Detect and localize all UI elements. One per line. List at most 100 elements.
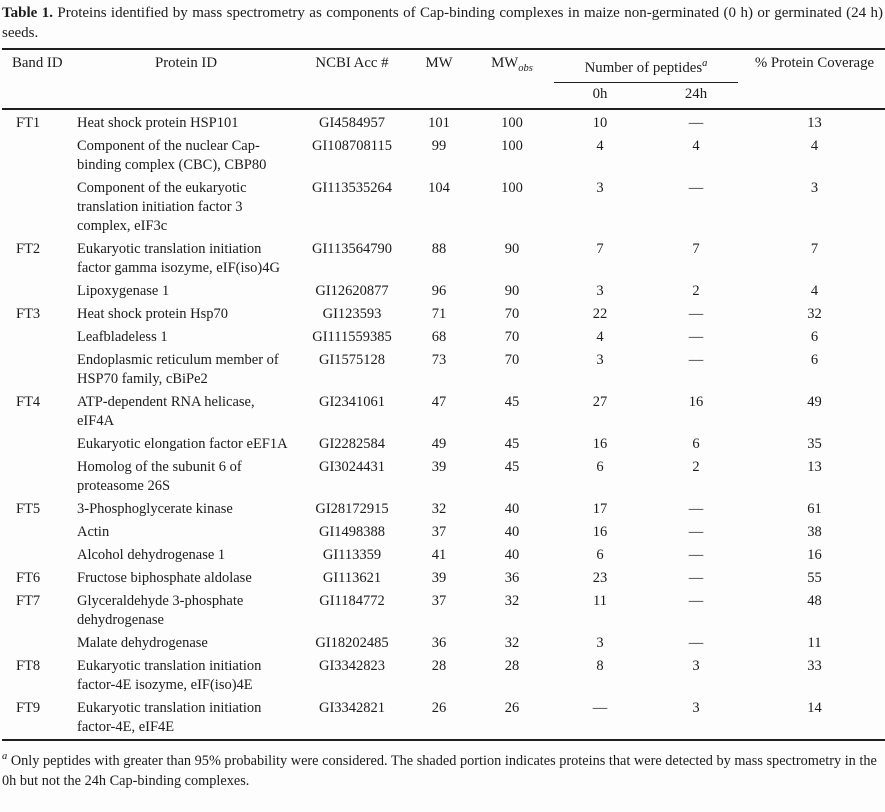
cell-peptides-0h: 6 <box>596 458 604 475</box>
cell-protein-id: Eukaryotic translation initiation factor… <box>77 240 280 276</box>
table-row: Alcohol dehydrogenase 1 GI113359 41 40 6… <box>2 544 885 567</box>
footnote-marker: a <box>2 750 8 762</box>
table-row: FT9 Eukaryotic translation initiation fa… <box>2 697 885 740</box>
cell-mw: 49 <box>431 435 447 452</box>
cell-peptides-24h: — <box>688 592 704 609</box>
cell-protein-id: Eukaryotic translation initiation factor… <box>77 657 262 693</box>
table-row: FT1 Heat shock protein HSP101 GI4584957 … <box>2 109 885 135</box>
cell-ncbi-acc: GI1575128 <box>318 351 386 368</box>
cell-protein-coverage: 4 <box>810 137 819 154</box>
table-row: FT5 3-Phosphoglycerate kinase GI28172915… <box>2 498 885 521</box>
cell-protein-id: Endoplasmic reticulum member of HSP70 fa… <box>77 351 279 387</box>
cell-mw-obs: 100 <box>501 137 523 154</box>
cell-peptides-0h: 4 <box>596 328 604 345</box>
cell-protein-coverage: 7 <box>810 240 819 257</box>
cell-protein-coverage: 11 <box>807 634 822 651</box>
cell-protein-coverage: 55 <box>807 569 822 586</box>
table-row: Actin GI1498388 37 40 16 — 38 <box>2 521 885 544</box>
cell-mw-obs: 70 <box>504 351 520 368</box>
cell-band-id <box>2 433 72 456</box>
cell-peptides-24h: — <box>688 634 704 651</box>
cell-peptides-24h: 16 <box>688 393 704 410</box>
cell-peptides-24h: 2 <box>692 458 700 475</box>
cell-ncbi-acc: GI113359 <box>322 546 382 563</box>
cell-peptides-0h: 16 <box>592 523 608 540</box>
cell-peptides-24h: 7 <box>692 240 700 257</box>
cell-band-id <box>2 456 72 498</box>
cell-mw-obs: 45 <box>504 393 520 410</box>
cell-band-id <box>2 544 72 567</box>
cell-peptides-0h: 6 <box>596 546 604 563</box>
cell-ncbi-acc: GI111559385 <box>312 328 392 345</box>
cell-mw-obs: 32 <box>504 634 520 651</box>
cell-peptides-24h: — <box>688 569 704 586</box>
cell-ncbi-acc: GI1184772 <box>319 592 385 609</box>
cell-band-id: FT8 <box>16 657 41 674</box>
table-row: FT4 ATP-dependent RNA helicase, eIF4A GI… <box>2 391 885 433</box>
cell-band-id: FT3 <box>16 305 41 322</box>
cell-ncbi-acc: GI3024431 <box>318 458 386 475</box>
cell-peptides-0h: 22 <box>592 305 608 322</box>
cell-protein-coverage: 38 <box>807 523 822 540</box>
table-row: Malate dehydrogenase GI18202485 36 32 3 … <box>2 632 885 655</box>
cell-protein-coverage: 3 <box>810 179 819 196</box>
col-header-24h: 24h <box>684 85 708 102</box>
cell-band-id: FT7 <box>16 592 41 609</box>
cell-mw-obs: 40 <box>504 523 520 540</box>
cell-mw-obs: 100 <box>501 179 523 196</box>
cell-mw-obs: 36 <box>504 569 520 586</box>
cell-protein-id: Lipoxygenase 1 <box>77 282 170 299</box>
cell-band-id <box>2 349 72 391</box>
cell-ncbi-acc: GI28172915 <box>315 500 389 517</box>
cell-ncbi-acc: GI3342821 <box>318 699 386 716</box>
cell-protein-id: Homolog of the subunit 6 of proteasome 2… <box>77 458 242 494</box>
cell-protein-id: Glyceraldehyde 3-phosphate dehydrogenase <box>77 592 244 628</box>
cell-band-id <box>2 280 72 303</box>
cell-ncbi-acc: GI113535264 <box>311 179 392 196</box>
cell-mw-obs: 90 <box>504 240 520 257</box>
cell-mw: 32 <box>431 500 447 517</box>
cell-protein-id: Actin <box>77 523 110 540</box>
cell-mw: 101 <box>428 114 450 131</box>
table-row: Endoplasmic reticulum member of HSP70 fa… <box>2 349 885 391</box>
cell-peptides-0h: 3 <box>596 634 604 651</box>
cell-peptides-24h: — <box>688 351 704 368</box>
cell-ncbi-acc: GI123593 <box>322 305 382 322</box>
col-header-number-of-peptides: Number of peptidesa <box>550 49 742 83</box>
cell-peptides-0h: 17 <box>592 500 608 517</box>
table-body: FT1 Heat shock protein HSP101 GI4584957 … <box>2 109 885 740</box>
cell-mw: 88 <box>431 240 447 257</box>
table-footnote: a Only peptides with greater than 95% pr… <box>2 747 883 791</box>
table-row: FT6 Fructose biphosphate aldolase GI1136… <box>2 567 885 590</box>
caption-text: Proteins identified by mass spectrometry… <box>2 5 884 41</box>
cell-mw-obs: 40 <box>504 500 520 517</box>
cell-band-id: FT6 <box>16 569 41 586</box>
cell-ncbi-acc: GI108708115 <box>311 137 392 154</box>
cell-band-id <box>2 521 72 544</box>
cell-protein-coverage: 16 <box>807 546 822 563</box>
cell-mw: 26 <box>431 699 447 716</box>
cell-band-id: FT2 <box>16 240 41 257</box>
cell-band-id: FT1 <box>16 114 41 131</box>
cell-peptides-24h: — <box>688 546 704 563</box>
cell-peptides-24h: — <box>688 500 704 517</box>
table-row: FT7 Glyceraldehyde 3-phosphate dehydroge… <box>2 590 885 632</box>
cell-mw-obs: 40 <box>504 546 520 563</box>
footnote-text: Only peptides with greater than 95% prob… <box>2 752 877 789</box>
cell-ncbi-acc: GI18202485 <box>315 634 389 651</box>
cell-protein-coverage: 33 <box>807 657 822 674</box>
cell-peptides-0h: 3 <box>596 179 604 196</box>
col-header-band-id: Band ID <box>12 55 63 71</box>
caption-label: Table 1. <box>2 5 53 21</box>
cell-mw: 104 <box>428 179 450 196</box>
protein-table: Band ID Protein ID NCBI Acc # MW MWobs N… <box>2 48 885 741</box>
cell-protein-coverage: 6 <box>810 328 819 345</box>
cell-protein-coverage: 32 <box>807 305 822 322</box>
cell-peptides-0h: 10 <box>592 114 608 131</box>
cell-peptides-0h: 3 <box>596 282 604 299</box>
cell-mw: 36 <box>431 634 447 651</box>
cell-mw: 73 <box>431 351 447 368</box>
cell-protein-id: Heat shock protein Hsp70 <box>77 305 229 322</box>
cell-peptides-0h: 27 <box>592 393 608 410</box>
cell-mw: 71 <box>431 305 447 322</box>
